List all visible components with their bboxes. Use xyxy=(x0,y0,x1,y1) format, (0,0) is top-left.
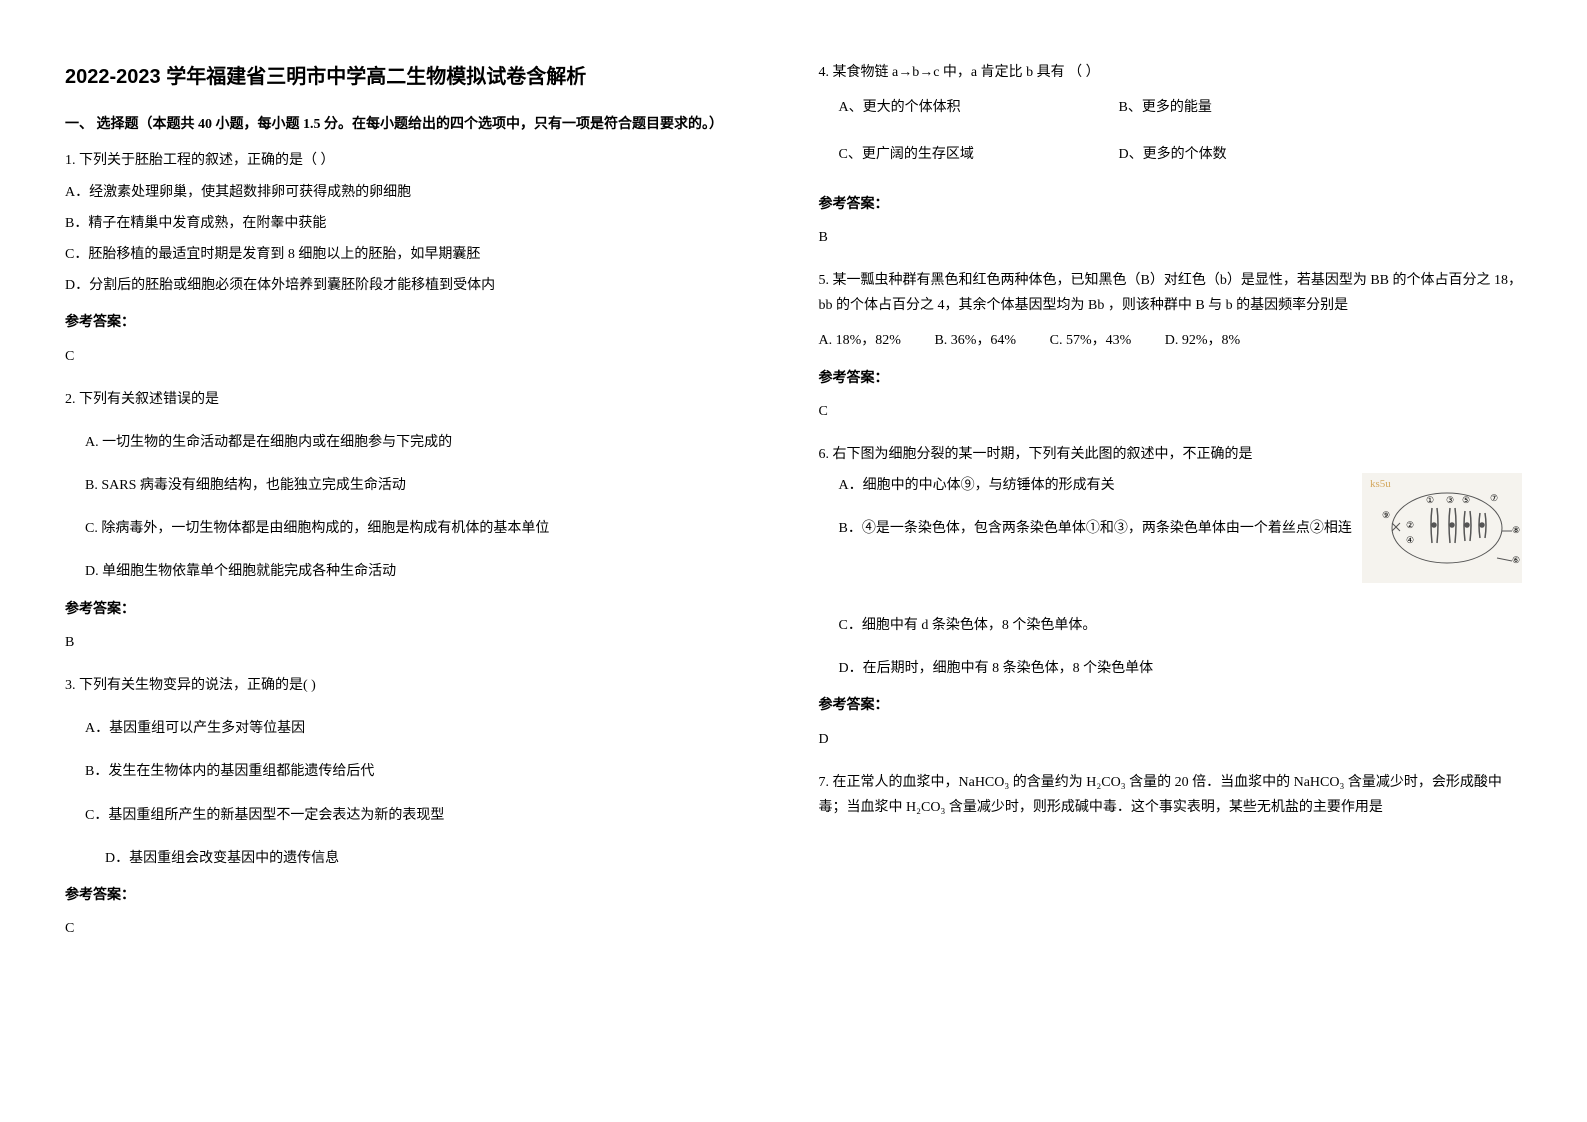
q3-opt-c: C．基因重组所产生的新基因型不一定会表达为新的表现型 xyxy=(85,803,769,828)
label-9: ⑨ xyxy=(1382,510,1390,520)
q6-opt-c: C．细胞中有 d 条染色体，8 个染色单体。 xyxy=(839,613,1523,638)
question-2: 2. 下列有关叙述错误的是 A. 一切生物的生命活动都是在细胞内或在细胞参与下完… xyxy=(65,387,769,655)
q5-opt-a: A. 18%，82% xyxy=(819,328,901,353)
q2-opt-d: D. 单细胞生物依靠单个细胞就能完成各种生命活动 xyxy=(85,559,769,584)
question-6: 6. 右下图为细胞分裂的某一时期，下列有关此图的叙述中，不正确的是 ks5u xyxy=(819,442,1523,752)
q3-opt-d: D．基因重组会改变基因中的遗传信息 xyxy=(105,846,769,871)
q6-answer-label: 参考答案： xyxy=(819,693,1523,718)
q4-opt-d: D、更多的个体数 xyxy=(1119,142,1227,167)
q2-stem: 2. 下列有关叙述错误的是 xyxy=(65,387,769,412)
question-1: 1. 下列关于胚胎工程的叙述，正确的是（ ） A．经激素处理卵巢，使其超数排卵可… xyxy=(65,148,769,368)
right-column: 4. 某食物链 a→b→c 中，a 肯定比 b 具有 （ ） A、更大的个体体积… xyxy=(794,60,1548,1092)
q5-stem: 5. 某一瓢虫种群有黑色和红色两种体色，已知黑色（B）对红色（b）是显性，若基因… xyxy=(819,268,1523,318)
q6-stem: 6. 右下图为细胞分裂的某一时期，下列有关此图的叙述中，不正确的是 xyxy=(819,442,1523,467)
q2-opt-a: A. 一切生物的生命活动都是在细胞内或在细胞参与下完成的 xyxy=(85,430,769,455)
q3-answer: C xyxy=(65,916,769,941)
label-8: ⑧ xyxy=(1512,525,1520,535)
q4-opt-a: A、更大的个体体积 xyxy=(839,95,1059,120)
q1-stem: 1. 下列关于胚胎工程的叙述，正确的是（ ） xyxy=(65,148,769,173)
question-4: 4. 某食物链 a→b→c 中，a 肯定比 b 具有 （ ） A、更大的个体体积… xyxy=(819,60,1523,250)
q6-answer: D xyxy=(819,727,1523,752)
q5-opt-b: B. 36%，64% xyxy=(934,328,1016,353)
question-5: 5. 某一瓢虫种群有黑色和红色两种体色，已知黑色（B）对红色（b）是显性，若基因… xyxy=(819,268,1523,424)
q6-opt-d: D．在后期时，细胞中有 8 条染色体，8 个染色单体 xyxy=(839,656,1523,681)
q2-opt-c: C. 除病毒外，一切生物体都是由细胞构成的，细胞是构成有机体的基本单位 xyxy=(85,516,769,541)
q5-opt-d: D. 92%，8% xyxy=(1165,328,1240,353)
q4-opt-c: C、更广阔的生存区域 xyxy=(839,142,1059,167)
label-7: ⑦ xyxy=(1490,493,1498,503)
section-header: 一、 选择题（本题共 40 小题，每小题 1.5 分。在每小题给出的四个选项中，… xyxy=(65,114,769,136)
label-4: ④ xyxy=(1406,535,1414,545)
q3-answer-label: 参考答案： xyxy=(65,883,769,908)
q1-opt-a: A．经激素处理卵巢，使其超数排卵可获得成熟的卵细胞 xyxy=(65,180,769,205)
q5-answer: C xyxy=(819,399,1523,424)
diagram-watermark: ks5u xyxy=(1370,478,1391,490)
q4-answer: B xyxy=(819,225,1523,250)
q4-answer-label: 参考答案： xyxy=(819,192,1523,217)
q3-opt-b: B．发生在生物体内的基因重组都能遗传给后代 xyxy=(85,759,769,784)
q1-answer-label: 参考答案： xyxy=(65,310,769,335)
exam-title: 2022-2023 学年福建省三明市中学高二生物模拟试卷含解析 xyxy=(65,60,769,89)
label-1: ① xyxy=(1426,495,1434,505)
left-column: 2022-2023 学年福建省三明市中学高二生物模拟试卷含解析 一、 选择题（本… xyxy=(40,60,794,1092)
label-3: ③ xyxy=(1446,495,1454,505)
q4-options-row2: C、更广阔的生存区域 D、更多的个体数 xyxy=(839,142,1523,179)
question-7: 7. 在正常人的血浆中，NaHCO₃ 的含量约为 H₂CO₃ 含量的 20 倍．… xyxy=(819,770,1523,820)
q2-answer: B xyxy=(65,630,769,655)
q5-answer-label: 参考答案： xyxy=(819,366,1523,391)
q5-opt-c: C. 57%，43% xyxy=(1050,328,1132,353)
q4-options-row1: A、更大的个体体积 B、更多的能量 xyxy=(839,95,1523,132)
q5-options: A. 18%，82% B. 36%，64% C. 57%，43% D. 92%，… xyxy=(819,328,1523,353)
diagram-svg: ks5u xyxy=(1362,473,1522,583)
q1-opt-b: B．精子在精巢中发育成熟，在附睾中获能 xyxy=(65,211,769,236)
cell-division-diagram: ks5u xyxy=(1362,473,1522,583)
q3-stem: 3. 下列有关生物变异的说法，正确的是( ) xyxy=(65,673,769,698)
q1-opt-c: C．胚胎移植的最适宜时期是发育到 8 细胞以上的胚胎，如早期囊胚 xyxy=(65,242,769,267)
label-2: ② xyxy=(1406,520,1414,530)
q3-opt-a: A．基因重组可以产生多对等位基因 xyxy=(85,716,769,741)
q7-stem: 7. 在正常人的血浆中，NaHCO₃ 的含量约为 H₂CO₃ 含量的 20 倍．… xyxy=(819,770,1523,820)
q4-opt-b: B、更多的能量 xyxy=(1119,95,1212,120)
label-6: ⑥ xyxy=(1512,555,1520,565)
q4-stem: 4. 某食物链 a→b→c 中，a 肯定比 b 具有 （ ） xyxy=(819,60,1523,85)
q1-opt-d: D．分割后的胚胎或细胞必须在体外培养到囊胚阶段才能移植到受体内 xyxy=(65,273,769,298)
q2-answer-label: 参考答案： xyxy=(65,597,769,622)
label-5: ⑤ xyxy=(1462,495,1470,505)
q2-opt-b: B. SARS 病毒没有细胞结构，也能独立完成生命活动 xyxy=(85,473,769,498)
q1-answer: C xyxy=(65,344,769,369)
question-3: 3. 下列有关生物变异的说法，正确的是( ) A．基因重组可以产生多对等位基因 … xyxy=(65,673,769,941)
